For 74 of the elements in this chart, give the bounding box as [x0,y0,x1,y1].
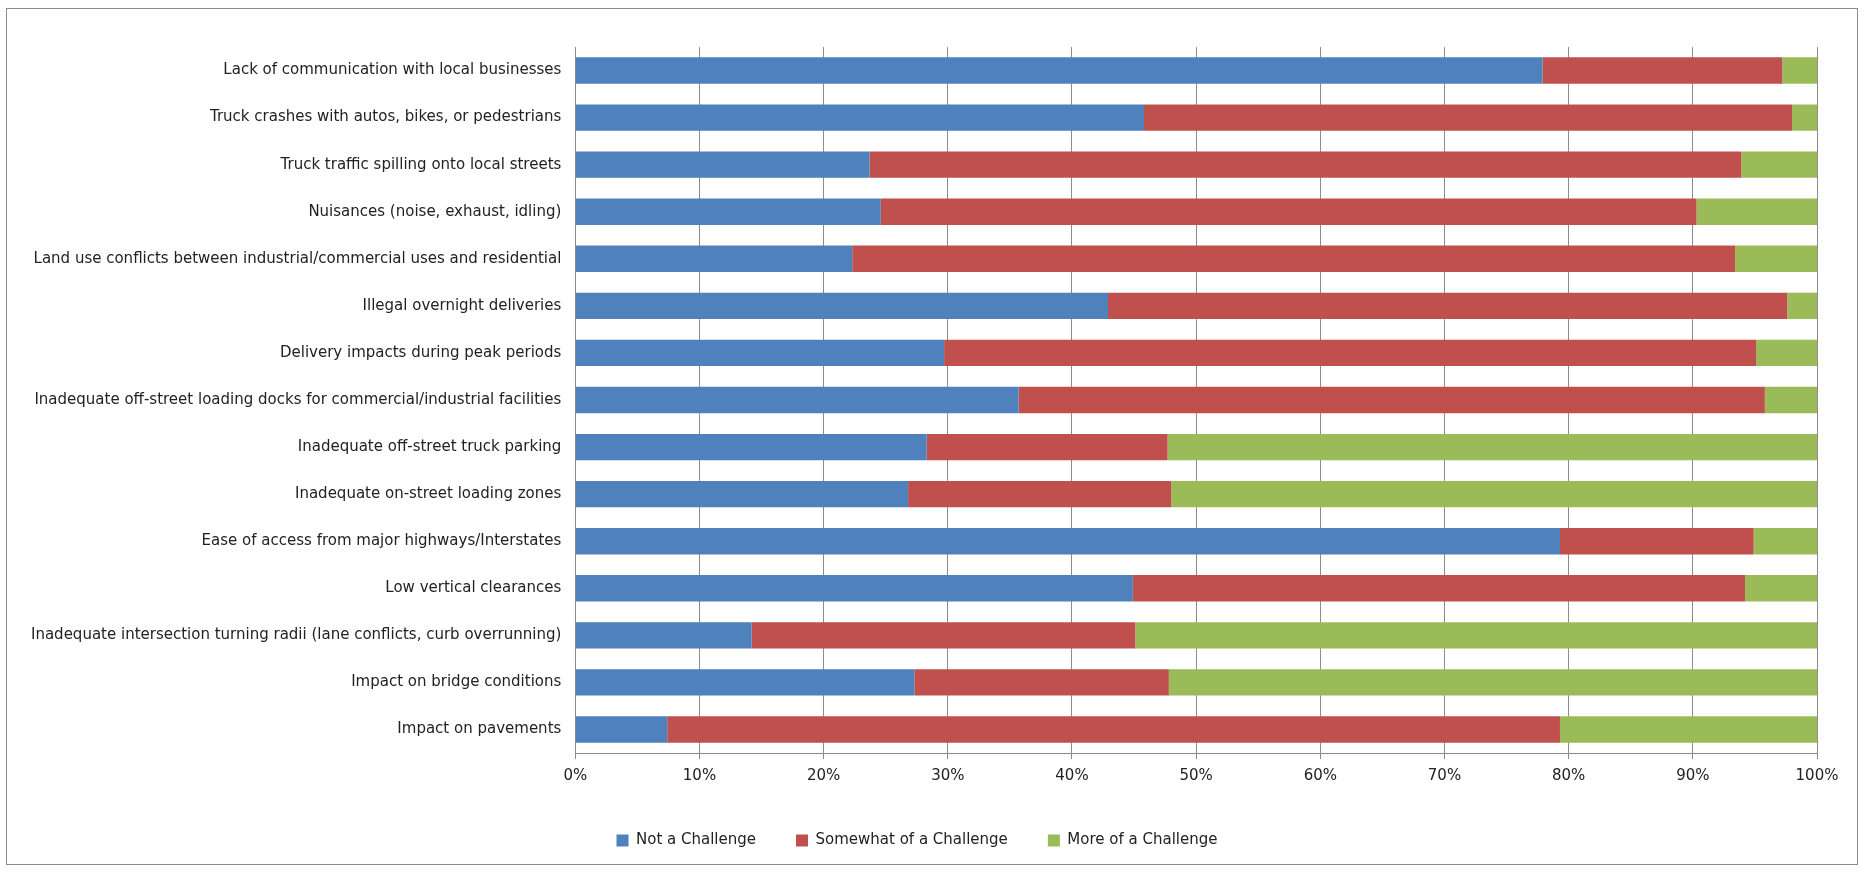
bar [880,198,1697,225]
bar [908,480,1172,508]
bar [1144,104,1793,131]
x-tick-label: 90% [1676,765,1710,784]
bar [575,386,1019,414]
bar [944,339,1757,367]
bar [1542,57,1783,84]
bar [1753,528,1817,555]
x-tick-label: 0% [563,765,588,784]
legend-label: Not a Challenge [636,830,757,849]
bar [869,151,1742,178]
bar [575,480,909,508]
x-tick-label: 70% [1427,765,1462,784]
bar [1787,292,1817,320]
bar [1756,339,1817,367]
bar [1782,57,1817,84]
bar [1132,575,1745,602]
x-tick-label: 10% [682,765,717,784]
y-tick-label: Impact on bridge conditions [351,672,562,691]
bar [575,339,945,367]
bar [575,292,1109,320]
y-tick-label: Inadequate on-street loading zones [294,484,562,503]
bar [575,104,1145,131]
y-tick-label: Inadequate off-street truck parking [297,436,562,455]
bar [575,57,1543,84]
bar [1167,433,1817,461]
bar [575,669,915,696]
bar [1792,104,1817,131]
bar [1559,716,1817,743]
bar [575,716,668,743]
bar [1741,151,1817,178]
bar [1018,386,1765,414]
y-tick-label: Low vertical clearances [385,578,562,597]
x-tick-label: 50% [1179,765,1213,784]
bar [1168,669,1817,696]
y-tick-label: Ease of access from major highways/Interstates [201,531,562,550]
y-tick-label: Impact on pavements [397,719,562,738]
x-tick-label: 30% [931,765,965,784]
bar [751,622,1136,649]
x-tick-label: 100% [1795,765,1839,784]
bar [575,151,870,178]
y-tick-label: Land use conflicts between industrial/commercial uses and residential [33,248,562,267]
legend-label: Somewhat of a Challenge [815,830,1008,849]
legend-label: More of a Challenge [1067,830,1218,849]
bar [1108,292,1788,320]
bar [852,245,1736,272]
y-tick-label: Nuisances (noise, exhaust, idling) [308,201,562,220]
y-tick-label: Inadequate off-street loading docks for commercial/industrial facilities [34,389,562,408]
bar [1135,622,1817,649]
x-tick-label: 80% [1551,765,1586,784]
y-tick-label: Truck traffic spilling onto local streets [279,154,562,173]
bar [1696,198,1817,225]
bar [575,575,1133,602]
y-tick-label: Truck crashes with autos, bikes, or pedestrians [208,107,562,126]
bar [575,622,752,649]
x-tick-label: 20% [806,765,841,784]
x-tick-label: 60% [1303,765,1337,784]
y-tick-label: Inadequate intersection turning radii (lane conflicts, curb overrunning) [30,625,562,644]
bar [575,245,853,272]
bar [1735,245,1817,272]
bar [575,198,881,225]
y-tick-label: Lack of communication with local businesses [223,60,562,79]
y-tick-label: Delivery impacts during peak periods [279,342,562,361]
bar [575,433,927,461]
y-tick-label: Illegal overnight deliveries [362,295,562,314]
x-tick-label: 40% [1055,765,1089,784]
bar [1744,575,1817,602]
bar [667,716,1560,743]
bar [914,669,1169,696]
bar [1171,480,1817,508]
bar [1559,528,1754,555]
bar [926,433,1168,461]
bar [1764,386,1817,414]
bar [575,528,1560,555]
